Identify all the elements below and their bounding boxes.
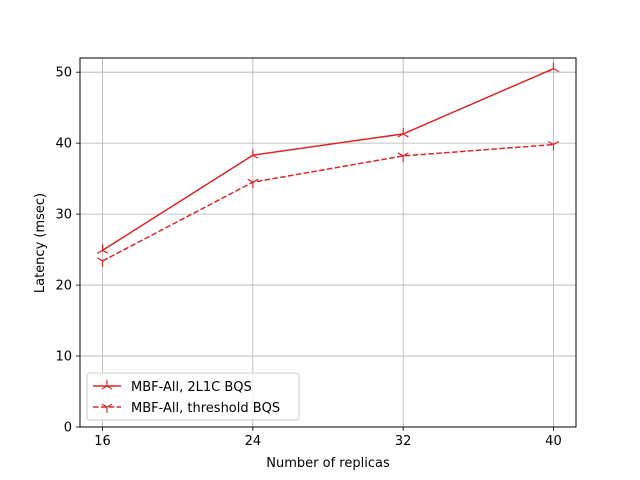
- legend-box: [86, 372, 300, 421]
- y-axis-label: Latency (msec): [33, 193, 48, 293]
- series-line-2: [102, 143, 554, 262]
- data-point-series-2: [97, 257, 109, 267]
- x-tick-label: 24: [245, 434, 262, 449]
- y-tick-label: 50: [55, 66, 72, 81]
- x-axis-label: Number of replicas: [266, 456, 390, 471]
- y-tick-label: 0: [64, 421, 72, 436]
- legend-label-1: MBF-All, 2L1C BQS: [131, 380, 252, 395]
- data-point-series-2: [397, 152, 409, 162]
- y-tick-label: 10: [55, 350, 72, 365]
- data-point-series-1: [397, 127, 409, 138]
- x-tick-label: 32: [395, 434, 412, 449]
- data-point-series-1: [247, 149, 259, 159]
- data-point-series-1: [547, 62, 559, 73]
- legend-label-2: MBF-All, threshold BQS: [131, 401, 280, 416]
- legend: MBF-All, 2L1C BQS MBF-All, threshold BQS: [86, 372, 300, 421]
- y-tick-label: 40: [55, 137, 72, 152]
- plot-area-frame: [79, 57, 577, 428]
- data-point-series-1: [97, 244, 109, 254]
- grid: [80, 58, 576, 428]
- plot-series: [97, 62, 559, 267]
- data-point-series-2: [247, 178, 259, 189]
- legend-marker-1: [101, 380, 113, 390]
- legend-marker-2: [101, 403, 113, 413]
- series-line-1: [102, 67, 554, 251]
- data-point-series-2: [547, 141, 559, 151]
- x-tick-label: 40: [545, 434, 562, 449]
- axis-ticks: 16 24 32 40 0 10 20 30 40 50: [55, 66, 561, 449]
- x-tick-label: 16: [94, 434, 111, 449]
- y-tick-label: 20: [55, 279, 72, 294]
- y-tick-label: 30: [55, 208, 72, 223]
